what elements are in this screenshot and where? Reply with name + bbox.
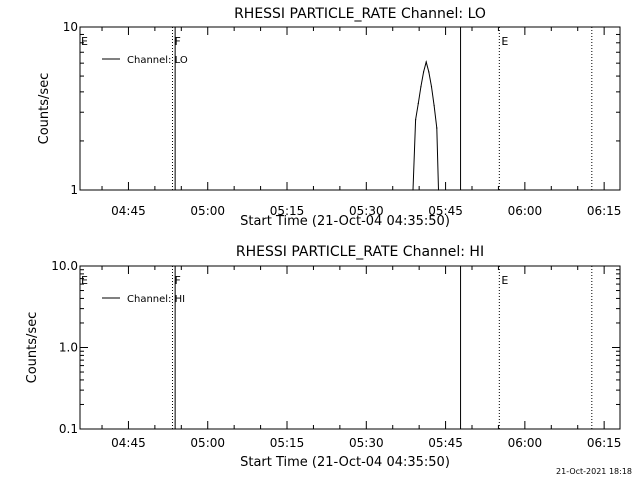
data-point — [437, 189, 440, 191]
x-tick-label: 05:00 — [190, 204, 225, 218]
x-tick-label: 05:45 — [428, 204, 463, 218]
marker-label: F — [174, 274, 180, 287]
data-point — [422, 71, 425, 73]
corner-marker-label: E — [81, 274, 88, 287]
marker-label: F — [174, 35, 180, 48]
x-tick-label: 05:30 — [349, 204, 384, 218]
y-tick-label: 0.1 — [59, 422, 78, 436]
y-axis-label: Counts/sec — [25, 312, 40, 384]
series-line-0 — [412, 60, 439, 191]
x-tick-label: 05:15 — [270, 436, 305, 450]
x-axis-label: Start Time (21-Oct-04 04:35:50) — [240, 214, 450, 229]
y-axis-label: Counts/sec — [37, 73, 52, 145]
plot-frame — [79, 265, 621, 430]
data-point — [433, 104, 435, 107]
data-point — [436, 127, 438, 129]
x-tick-label: 05:30 — [349, 436, 384, 450]
data-point — [420, 86, 422, 88]
legend-label: Channel: HI — [127, 294, 185, 305]
chart-title: RHESSI PARTICLE_RATE Channel: LO — [234, 6, 486, 22]
x-axis-label: Start Time (21-Oct-04 04:35:50) — [240, 455, 450, 470]
x-tick-label: 05:00 — [190, 436, 225, 450]
x-tick-label: 06:00 — [508, 204, 543, 218]
y-tick-label: 1 — [70, 183, 78, 197]
data-point — [428, 71, 430, 73]
y-tick-label: 10.0 — [51, 259, 78, 273]
marker-label: E — [501, 35, 508, 48]
marker-label: E — [501, 274, 508, 287]
plot-frame — [79, 26, 621, 191]
x-tick-label: 05:45 — [428, 436, 463, 450]
legend-label: Channel: LO — [127, 55, 188, 66]
data-point — [430, 86, 433, 88]
data-point — [412, 189, 414, 191]
x-tick-label: 04:45 — [111, 204, 146, 218]
data-point — [415, 119, 417, 121]
data-point — [417, 102, 419, 104]
x-tick-label: 06:00 — [508, 436, 543, 450]
footer-timestamp: 21-Oct-2021 18:18 — [556, 467, 632, 476]
corner-marker-label: E — [81, 35, 88, 48]
y-tick-label: 10 — [63, 20, 78, 34]
y-tick-label: 1.0 — [59, 341, 78, 355]
x-tick-label: 05:15 — [270, 204, 305, 218]
data-point — [425, 61, 427, 63]
chart-title: RHESSI PARTICLE_RATE Channel: HI — [236, 244, 484, 260]
x-tick-label: 06:15 — [587, 436, 622, 450]
x-tick-label: 06:15 — [587, 204, 622, 218]
x-tick-label: 04:45 — [111, 436, 146, 450]
